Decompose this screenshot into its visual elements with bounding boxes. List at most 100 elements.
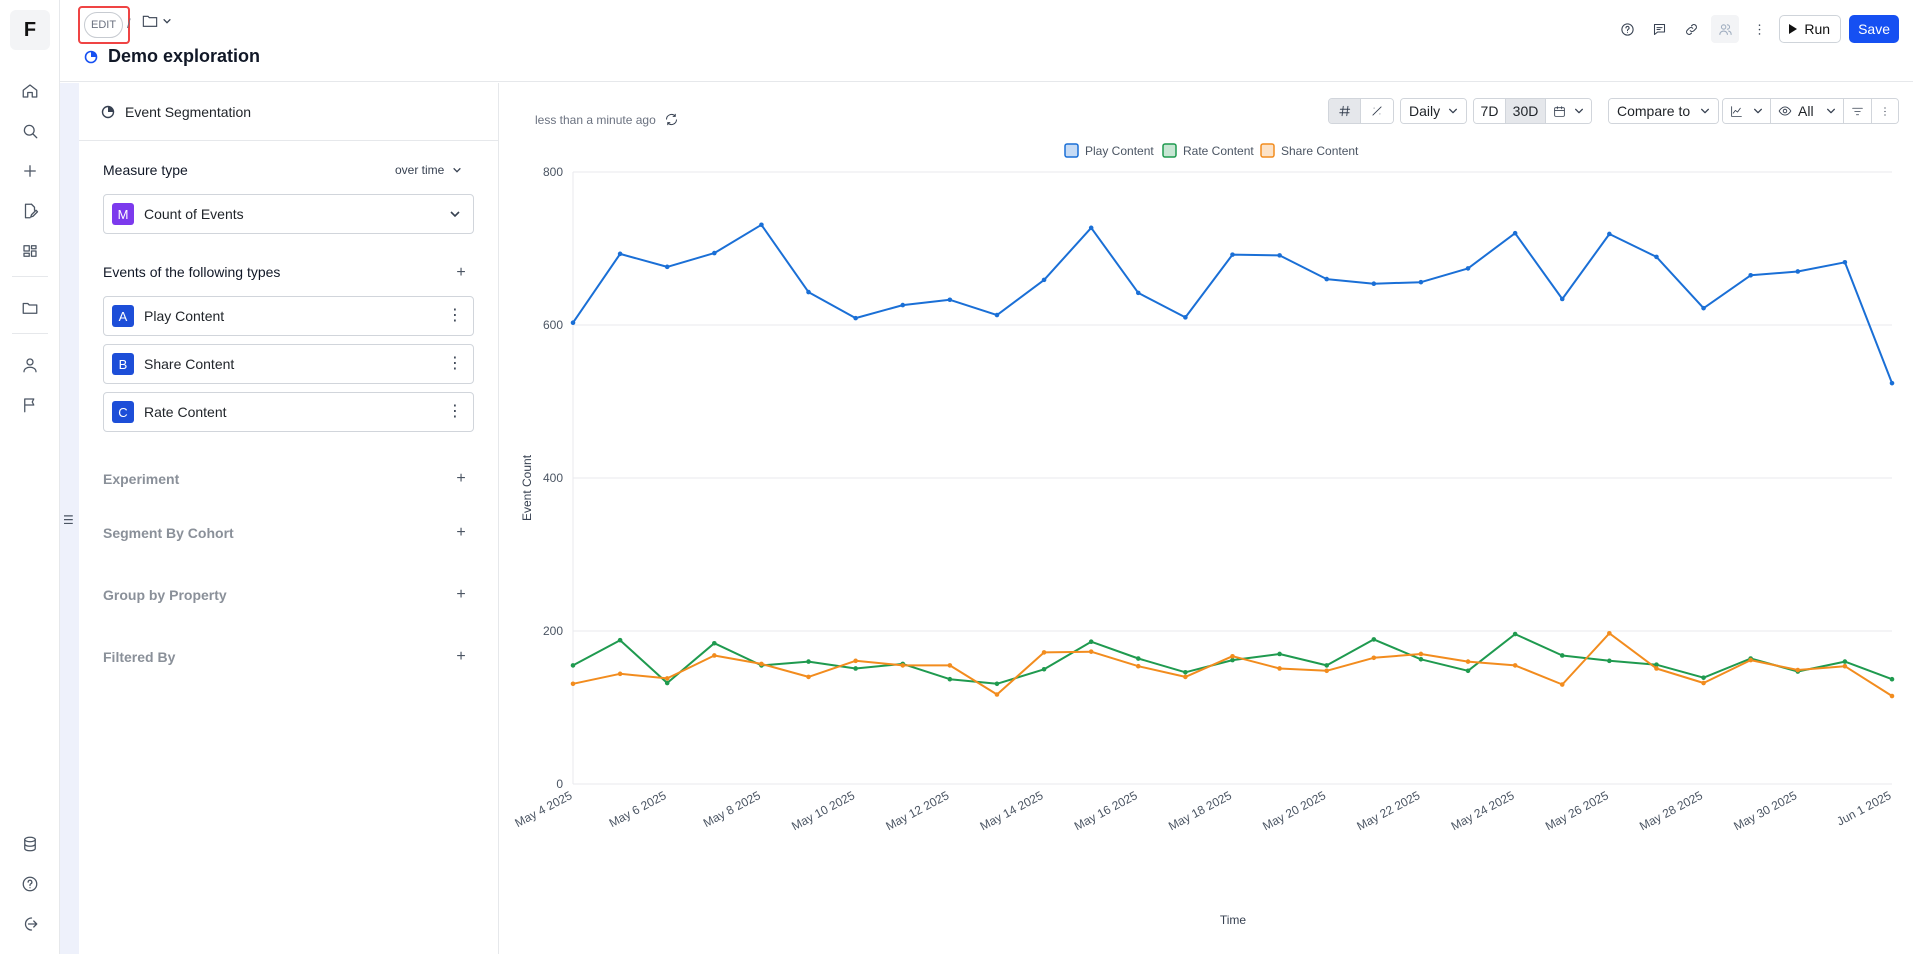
dashboard-icon[interactable] — [16, 237, 44, 265]
compare-select[interactable]: Compare to — [1609, 99, 1719, 123]
data-point[interactable] — [1418, 279, 1424, 285]
data-point[interactable] — [1559, 653, 1565, 658]
add-event-button[interactable]: + — [456, 264, 466, 281]
data-point[interactable] — [570, 681, 576, 687]
data-point[interactable] — [1654, 662, 1659, 667]
data-point[interactable] — [1559, 682, 1565, 687]
measure-mode-dropdown[interactable]: over time — [395, 163, 462, 177]
data-point[interactable] — [1889, 380, 1895, 386]
visibility-dropdown[interactable]: All — [1771, 99, 1844, 123]
database-icon[interactable] — [16, 830, 44, 858]
data-point[interactable] — [1795, 667, 1801, 673]
search-icon[interactable] — [16, 117, 44, 145]
compare-dropdown[interactable]: Compare to — [1608, 98, 1720, 124]
folder-icon[interactable] — [16, 294, 44, 322]
data-point[interactable] — [759, 222, 764, 228]
event-row-rate-content[interactable]: C Rate Content ⋮ — [103, 392, 474, 432]
data-point[interactable] — [759, 661, 764, 667]
legend-item[interactable]: Play Content — [1064, 143, 1154, 158]
data-point[interactable] — [1748, 272, 1753, 278]
event-menu-icon[interactable]: ⋮ — [447, 403, 463, 420]
series-line[interactable] — [572, 223, 1893, 384]
data-point[interactable] — [1465, 668, 1471, 674]
link-icon[interactable] — [1679, 15, 1703, 43]
data-point[interactable] — [1512, 230, 1518, 236]
refresh-icon[interactable] — [664, 112, 679, 127]
data-point[interactable] — [900, 663, 906, 668]
more-icon[interactable] — [1747, 15, 1771, 43]
page-title[interactable]: Demo exploration — [108, 46, 261, 66]
data-point[interactable] — [853, 658, 858, 664]
data-point[interactable] — [1559, 296, 1565, 302]
data-point[interactable] — [1371, 637, 1377, 642]
data-point[interactable] — [1324, 668, 1330, 674]
event-menu-icon[interactable]: ⋮ — [447, 307, 463, 324]
data-point[interactable] — [1748, 657, 1753, 663]
add-group-by-button[interactable]: + — [456, 586, 466, 603]
count-mode-button[interactable] — [1329, 99, 1361, 123]
data-point[interactable] — [1041, 650, 1047, 655]
data-point[interactable] — [617, 671, 623, 677]
share-users-icon[interactable] — [1711, 15, 1740, 43]
data-point[interactable] — [1088, 225, 1094, 231]
interval-dropdown[interactable]: Daily — [1400, 98, 1468, 124]
chart-type-dropdown[interactable] — [1723, 99, 1771, 123]
data-point[interactable] — [1418, 651, 1424, 657]
run-button[interactable]: Run — [1779, 15, 1842, 43]
legend-item[interactable]: Share Content — [1260, 143, 1359, 158]
data-point[interactable] — [1842, 659, 1848, 664]
chart-more-button[interactable] — [1871, 99, 1898, 123]
data-point[interactable] — [1654, 254, 1659, 260]
data-point[interactable] — [1654, 666, 1659, 671]
folder-dropdown[interactable] — [142, 14, 172, 28]
data-point[interactable] — [570, 320, 576, 326]
data-point[interactable] — [1371, 655, 1377, 661]
data-point[interactable] — [853, 315, 858, 321]
data-point[interactable] — [664, 264, 670, 270]
edit-badge[interactable]: EDIT — [84, 12, 124, 38]
add-filter-button[interactable]: + — [456, 648, 466, 665]
measure-select[interactable]: M Count of Events — [103, 194, 474, 234]
list-toggle-icon[interactable]: ☰ — [63, 513, 74, 527]
data-point[interactable] — [1183, 315, 1188, 320]
data-point[interactable] — [1183, 670, 1188, 675]
data-point[interactable] — [1088, 649, 1094, 654]
data-point[interactable] — [853, 666, 858, 671]
data-point[interactable] — [1277, 253, 1282, 258]
data-point[interactable] — [1701, 305, 1706, 311]
data-point[interactable] — [947, 676, 953, 682]
data-point[interactable] — [1324, 663, 1330, 668]
data-point[interactable] — [712, 653, 717, 658]
data-point[interactable] — [806, 659, 811, 664]
legend-item[interactable]: Rate Content — [1162, 143, 1254, 158]
data-point[interactable] — [994, 692, 1000, 697]
data-point[interactable] — [712, 250, 717, 256]
logout-icon[interactable] — [16, 910, 44, 938]
help-icon[interactable] — [1615, 15, 1639, 43]
data-point[interactable] — [900, 302, 906, 308]
data-point[interactable] — [1842, 663, 1848, 669]
data-point[interactable] — [1795, 269, 1801, 274]
data-point[interactable] — [1230, 657, 1235, 663]
event-row-share-content[interactable]: B Share Content ⋮ — [103, 344, 474, 384]
data-point[interactable] — [1183, 674, 1188, 680]
data-point[interactable] — [1277, 666, 1282, 671]
data-point[interactable] — [1324, 276, 1330, 282]
add-experiment-button[interactable]: + — [456, 470, 466, 487]
edit-document-icon[interactable] — [16, 197, 44, 225]
data-point[interactable] — [1277, 651, 1282, 657]
save-button[interactable]: Save — [1849, 15, 1899, 43]
home-icon[interactable] — [16, 77, 44, 105]
plus-icon[interactable] — [16, 157, 44, 185]
series-rate-content[interactable] — [570, 631, 1895, 687]
app-logo[interactable]: F — [10, 10, 50, 50]
range-7d-button[interactable]: 7D — [1474, 99, 1506, 123]
data-point[interactable] — [994, 312, 1000, 318]
filter-lines-button[interactable] — [1843, 99, 1872, 123]
help-icon[interactable] — [16, 870, 44, 898]
data-point[interactable] — [1418, 657, 1424, 662]
data-point[interactable] — [1041, 277, 1047, 283]
data-point[interactable] — [570, 663, 576, 668]
data-point[interactable] — [1842, 259, 1848, 265]
data-point[interactable] — [712, 640, 717, 646]
